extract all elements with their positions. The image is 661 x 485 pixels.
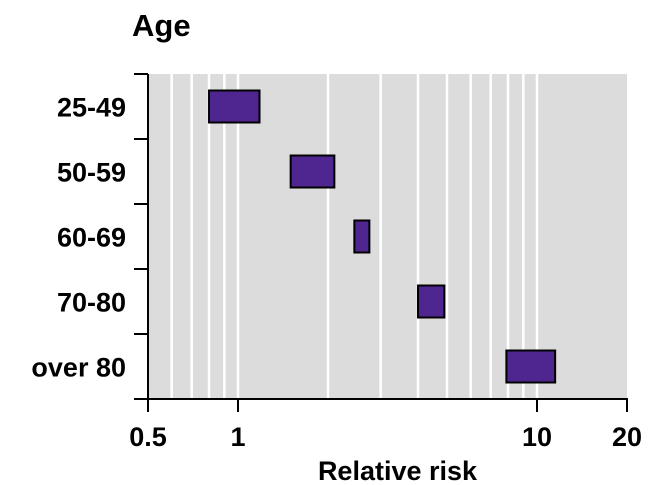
category-labels: 25-49 50-59 60-69 70-80 over 80	[31, 93, 126, 383]
x-tick-label: 10	[522, 422, 552, 452]
axes	[134, 73, 628, 412]
risk-bar-60-69	[353, 219, 371, 254]
x-tick-label: 0.5	[129, 422, 167, 452]
category-label: 50-59	[57, 158, 126, 188]
x-axis-title: Relative risk	[318, 456, 478, 485]
x-tick-label: 20	[612, 422, 642, 452]
category-label: 25-49	[57, 93, 126, 123]
risk-bar-25-49	[208, 89, 261, 124]
plot-background	[148, 74, 627, 399]
category-label: 70-80	[57, 288, 126, 318]
x-tick-label: 1	[230, 422, 245, 452]
grid-lines	[170, 74, 539, 399]
chart-title: Age	[132, 8, 191, 43]
category-label: 60-69	[57, 223, 126, 253]
risk-bar-50-59	[289, 154, 336, 189]
risk-bar-70-80	[417, 284, 446, 319]
category-label: over 80	[31, 353, 126, 383]
risk-bar-over-80	[505, 349, 557, 384]
risk-bars	[208, 89, 557, 384]
x-tick-labels: 0.5 1 10 20	[129, 422, 642, 452]
